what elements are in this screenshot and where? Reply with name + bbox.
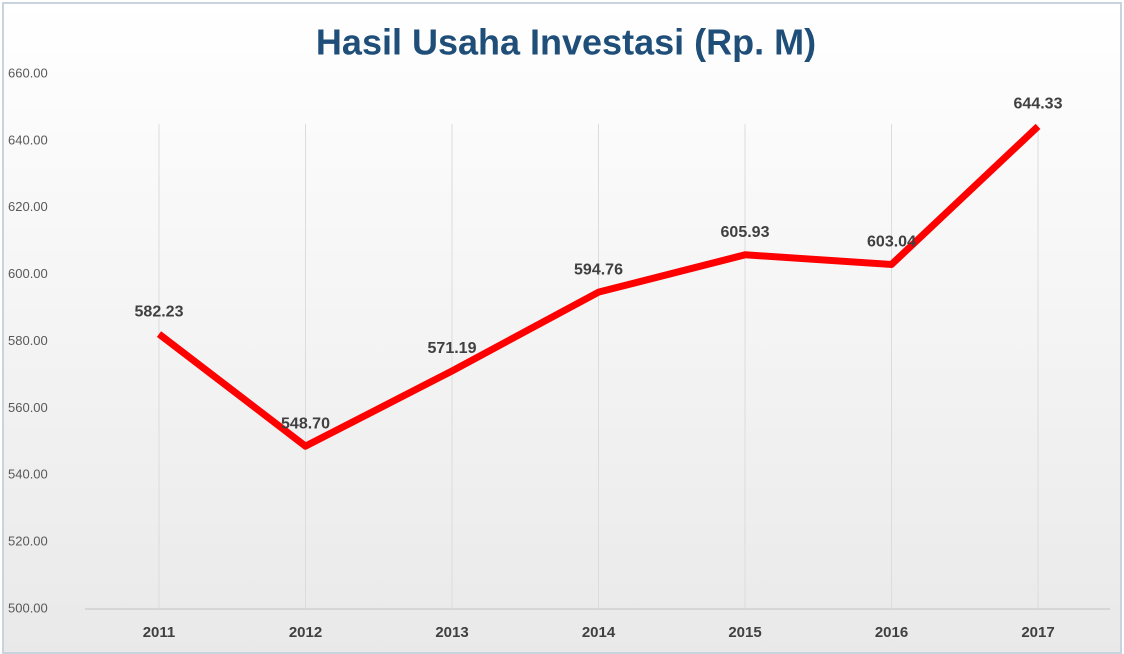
x-tick-label: 2014 [582,624,616,641]
chart-title: Hasil Usaha Investasi (Rp. M) [316,22,816,63]
x-tick-label: 2015 [728,624,761,641]
y-tick-label: 620.00 [8,199,48,214]
data-label: 594.76 [574,261,623,278]
data-label: 644.33 [1014,96,1063,113]
data-label: 548.70 [281,415,330,432]
y-tick-label: 580.00 [8,333,48,348]
line [156,123,1041,450]
y-tick-label: 560.00 [8,400,48,415]
x-tick-label: 2013 [435,624,468,641]
x-tick-label: 2011 [143,624,176,641]
x-tick-label: 2017 [1021,624,1054,641]
y-tick-label: 540.00 [8,467,48,482]
y-tick-label: 660.00 [8,65,48,80]
y-tick-label: 640.00 [8,132,48,147]
x-tick-label: 2016 [875,624,908,641]
data-label: 603.04 [867,234,916,251]
y-tick-label: 600.00 [8,266,48,281]
data-label: 582.23 [135,303,184,320]
data-label: 605.93 [721,224,770,241]
y-tick-label: 500.00 [8,600,48,615]
y-tick-label: 520.00 [8,534,48,549]
x-tick-label: 2012 [289,624,322,641]
data-label: 571.19 [428,340,477,357]
